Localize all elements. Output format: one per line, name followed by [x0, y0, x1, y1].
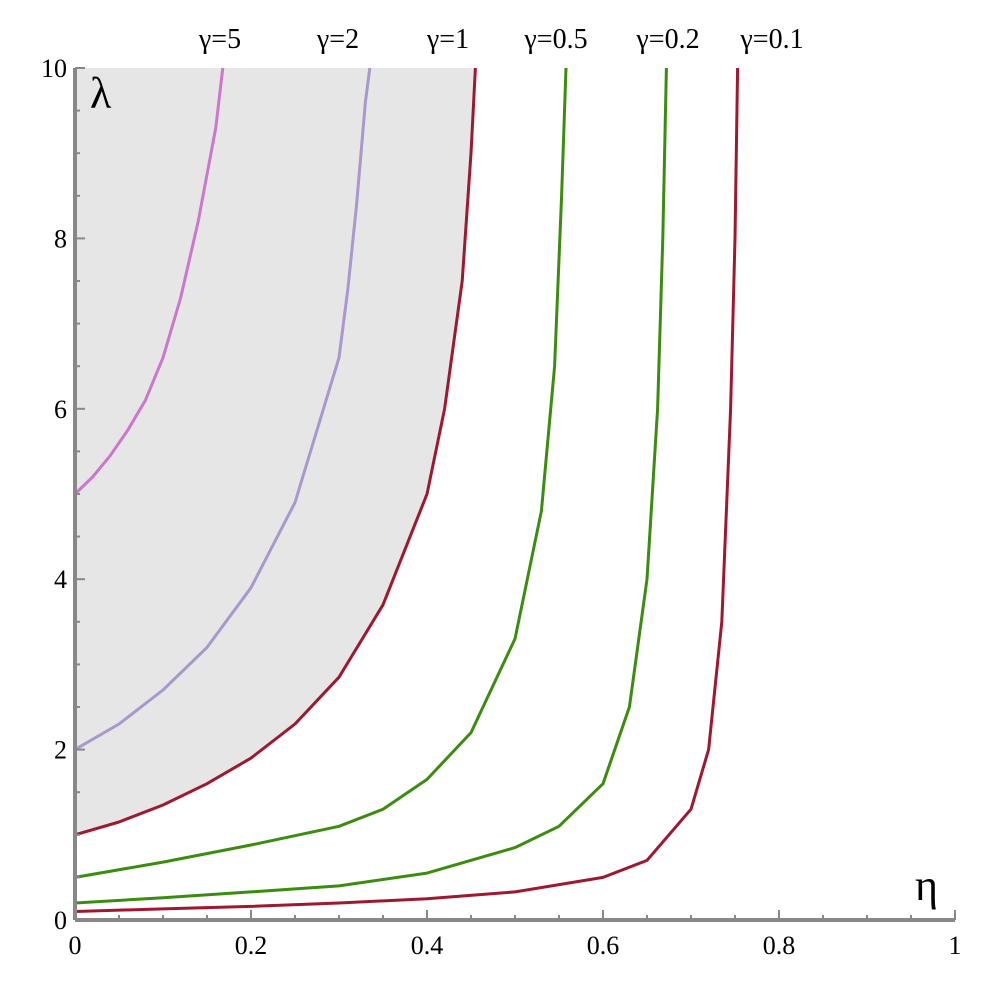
x-tick-label: 0	[69, 931, 82, 960]
curve-label-0_2: γ=0.2	[635, 24, 699, 55]
x-tick-label: 0.2	[235, 931, 268, 960]
y-axis-label: λ	[90, 69, 112, 118]
curve-label-1: γ=1	[426, 24, 469, 55]
series-line-0_1	[74, 67, 740, 913]
series-line-0_5	[74, 67, 568, 879]
series-line-2	[74, 67, 372, 751]
curve-label-0_1: γ=0.1	[739, 24, 803, 55]
x-tick-label: 0.8	[763, 931, 796, 960]
curves-group	[73, 67, 740, 913]
y-tick-label: 10	[41, 54, 67, 83]
plot-area	[75, 68, 476, 835]
curve-label-0_5: γ=0.5	[523, 24, 587, 55]
curve-label-5: γ=5	[198, 24, 241, 55]
x-axis-label: η	[915, 861, 938, 910]
y-tick-label: 8	[54, 224, 67, 253]
shaded-region	[75, 68, 476, 835]
labels-group: γ=5 γ=2 γ=1 γ=0.5 γ=0.2 γ=0.10 0.2 0.4 0.6 0.8 102…	[41, 24, 962, 960]
series-line-0_2	[74, 67, 668, 905]
x-tick-label: 1	[949, 931, 962, 960]
series-line-1	[74, 67, 477, 837]
y-tick-label: 6	[54, 395, 67, 424]
curve-label-2: γ=2	[316, 24, 359, 55]
y-tick-label: 4	[54, 565, 67, 594]
series-line-5	[73, 67, 225, 496]
x-tick-label: 0.4	[411, 931, 444, 960]
y-tick-label: 0	[54, 906, 67, 935]
y-tick-label: 2	[54, 736, 67, 765]
x-tick-label: 0.6	[587, 931, 620, 960]
ticks-group	[74, 67, 956, 921]
